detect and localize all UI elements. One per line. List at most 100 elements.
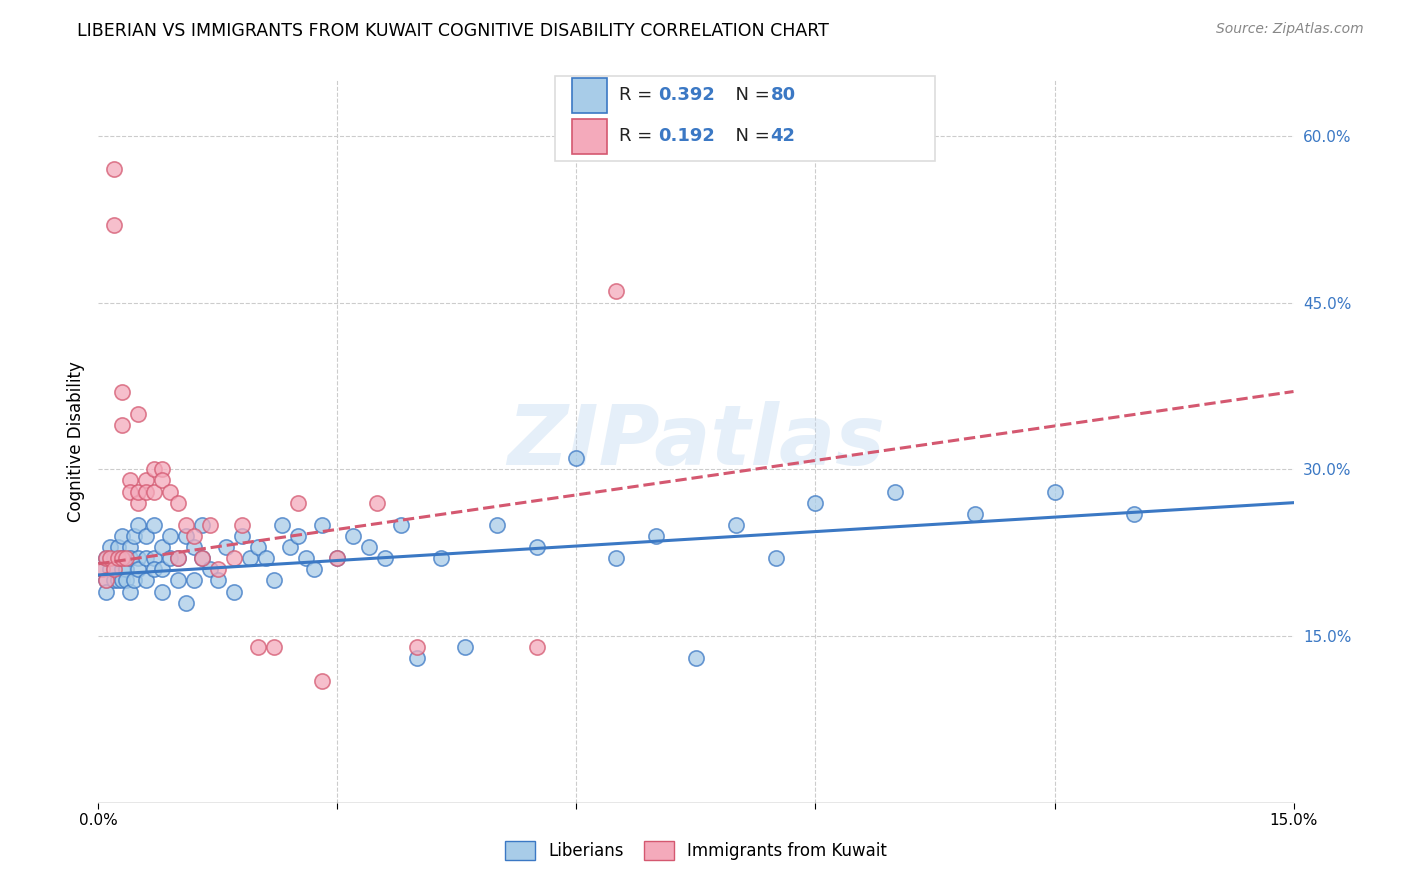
Point <box>124 574 146 588</box>
Point <box>120 474 142 488</box>
Point <box>127 484 149 499</box>
Point <box>167 496 190 510</box>
Point <box>150 562 173 576</box>
Point <box>98 540 122 554</box>
Point <box>389 517 412 532</box>
Point <box>302 562 325 576</box>
Point <box>406 640 429 655</box>
Point <box>120 551 142 566</box>
Point <box>191 517 214 532</box>
Point <box>103 218 125 232</box>
Point <box>804 496 827 510</box>
Point <box>143 562 166 576</box>
Point <box>174 517 197 532</box>
Point <box>111 529 134 543</box>
Point <box>96 551 118 566</box>
Text: N =: N = <box>724 87 776 104</box>
Point <box>963 507 986 521</box>
Point <box>254 551 277 566</box>
Point <box>191 551 214 566</box>
Point <box>311 517 333 532</box>
Point <box>222 551 245 566</box>
Point <box>246 640 269 655</box>
Text: 0.192: 0.192 <box>658 128 714 145</box>
Text: N =: N = <box>724 128 776 145</box>
Point <box>191 551 214 566</box>
Point <box>127 551 149 566</box>
Point <box>198 562 221 576</box>
Point <box>96 574 118 588</box>
Point <box>1043 484 1066 499</box>
Point <box>485 517 508 532</box>
Point <box>239 551 262 566</box>
Point <box>685 651 707 665</box>
Point <box>183 574 205 588</box>
Point <box>263 640 285 655</box>
Point <box>143 462 166 476</box>
Text: R =: R = <box>619 128 658 145</box>
Point <box>159 551 181 566</box>
Point <box>359 540 381 554</box>
Point <box>111 562 134 576</box>
Point <box>526 540 548 554</box>
Point <box>374 551 396 566</box>
Point <box>111 551 134 566</box>
Point <box>115 551 138 566</box>
Point <box>143 517 166 532</box>
Point <box>150 540 173 554</box>
Point <box>127 517 149 532</box>
Point <box>111 417 134 432</box>
Point <box>135 529 157 543</box>
Point <box>294 551 316 566</box>
Point <box>107 574 129 588</box>
Point <box>287 496 309 510</box>
Point <box>96 584 118 599</box>
Point <box>135 474 157 488</box>
Point <box>150 584 173 599</box>
Point <box>124 529 146 543</box>
Point <box>115 562 138 576</box>
Point <box>98 562 122 576</box>
Point <box>143 484 166 499</box>
Point <box>91 562 114 576</box>
Point <box>645 529 668 543</box>
Point <box>215 540 238 554</box>
Point <box>107 551 129 566</box>
Point <box>366 496 388 510</box>
Point <box>103 562 125 576</box>
Point <box>135 484 157 499</box>
Point <box>159 529 181 543</box>
Point <box>231 529 253 543</box>
Point <box>167 574 190 588</box>
Point <box>605 551 627 566</box>
Text: ZIPatlas: ZIPatlas <box>508 401 884 482</box>
Text: 80: 80 <box>770 87 796 104</box>
Text: 0.392: 0.392 <box>658 87 714 104</box>
Point <box>326 551 349 566</box>
Point <box>167 551 190 566</box>
Point <box>150 474 173 488</box>
Point <box>198 517 221 532</box>
Point <box>287 529 309 543</box>
Point <box>135 551 157 566</box>
Point <box>526 640 548 655</box>
Point <box>724 517 747 532</box>
Point <box>342 529 364 543</box>
Point <box>183 529 205 543</box>
Point <box>143 551 166 566</box>
Point <box>120 540 142 554</box>
Point <box>565 451 588 466</box>
Point <box>103 562 125 576</box>
Point <box>150 462 173 476</box>
Point <box>120 484 142 499</box>
Point <box>1123 507 1146 521</box>
Point <box>270 517 292 532</box>
Legend: Liberians, Immigrants from Kuwait: Liberians, Immigrants from Kuwait <box>498 834 894 867</box>
Point <box>111 574 134 588</box>
Text: 42: 42 <box>770 128 796 145</box>
Point <box>127 496 149 510</box>
Point <box>605 285 627 299</box>
Point <box>454 640 477 655</box>
Point <box>96 574 118 588</box>
Text: R =: R = <box>619 87 658 104</box>
